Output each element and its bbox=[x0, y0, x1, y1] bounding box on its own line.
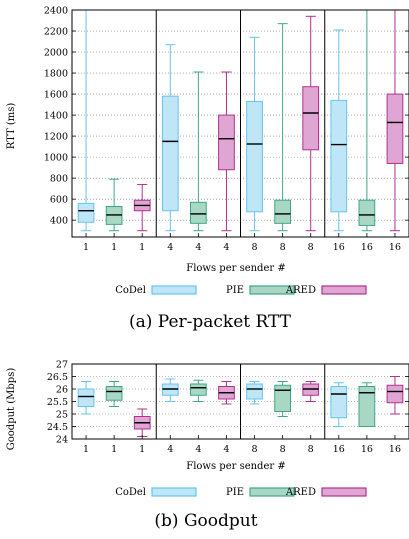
goodput-chart: 24 24.525 25.526 26.527 1 1 1 4 4 4 8 8 8 16 16 16 bbox=[47, 360, 409, 455]
goodput-legend-swatch-codel bbox=[151, 487, 197, 497]
goodput-legend-swatch-ared bbox=[321, 487, 367, 497]
goodput-caption: (b) Goodput bbox=[154, 511, 257, 531]
rtt-box-pie bbox=[274, 199, 291, 224]
rtt-box-codel bbox=[161, 95, 179, 212]
rtt-ytick-label: 2200 bbox=[44, 27, 68, 38]
goodput-xtick-label: 1 bbox=[111, 444, 117, 455]
goodput-box-pie bbox=[105, 386, 123, 401]
rtt-ytick-label: 1800 bbox=[44, 69, 68, 80]
rtt-legend-swatch-pie bbox=[249, 285, 295, 295]
goodput-legend: CoDel PIE ARED bbox=[115, 487, 367, 498]
goodput-xtick-label: 16 bbox=[389, 444, 401, 455]
goodput-ytick-label: 27 bbox=[56, 360, 68, 371]
rtt-xtick-label: 1 bbox=[111, 242, 117, 253]
rtt-box-codel bbox=[77, 202, 95, 223]
rtt-ytick-label: 1400 bbox=[44, 111, 68, 122]
goodput-legend-label-ared: ARED bbox=[285, 487, 316, 498]
goodput-xtick-label: 16 bbox=[333, 444, 345, 455]
goodput-xlabel: Flows per sender # bbox=[186, 461, 285, 472]
goodput-box-codel bbox=[246, 383, 263, 400]
rtt-box-ared bbox=[218, 114, 235, 171]
goodput-ytick-label: 25 bbox=[56, 410, 68, 421]
goodput-ytick-label: 25.5 bbox=[47, 397, 68, 408]
rtt-xtick-label: 16 bbox=[361, 242, 373, 253]
rtt-plot-frame bbox=[71, 9, 409, 238]
goodput-xtick-label: 4 bbox=[223, 444, 229, 455]
rtt-chart: 400 600 800 1000 1200 1400 1600 1800 2000 2200 240… bbox=[44, 6, 409, 253]
goodput-xtick-label: 1 bbox=[83, 444, 89, 455]
rtt-legend-label-ared: ARED bbox=[285, 285, 316, 296]
goodput-xtick-label: 4 bbox=[167, 444, 173, 455]
goodput-xtick-label: 8 bbox=[252, 444, 258, 455]
rtt-xtick-label: 4 bbox=[167, 242, 173, 253]
goodput-plot-frame bbox=[71, 363, 409, 440]
goodput-xtick-label: 4 bbox=[195, 444, 201, 455]
rtt-box-pie bbox=[358, 199, 376, 226]
rtt-legend-swatch-ared bbox=[321, 285, 367, 295]
rtt-ytick-label: 600 bbox=[50, 195, 68, 206]
goodput-legend-label-pie: PIE bbox=[226, 487, 244, 498]
rtt-ytick-label: 400 bbox=[50, 216, 68, 227]
goodput-xtick-label: 16 bbox=[361, 444, 373, 455]
rtt-xtick-label: 4 bbox=[195, 242, 201, 253]
rtt-ytick-label: 1000 bbox=[44, 153, 68, 164]
rtt-xtick-label: 8 bbox=[280, 242, 286, 253]
rtt-xlabel: Flows per sender # bbox=[186, 263, 285, 274]
rtt-xtick-label: 8 bbox=[252, 242, 258, 253]
rtt-xtick-label: 4 bbox=[223, 242, 229, 253]
goodput-box-pie bbox=[358, 386, 376, 427]
rtt-box-ared bbox=[302, 86, 320, 151]
goodput-ylabel: Goodput (Mbps) bbox=[6, 368, 17, 451]
goodput-ytick-label: 24.5 bbox=[47, 422, 68, 433]
goodput-box-ared bbox=[386, 384, 404, 404]
goodput-box-codel bbox=[330, 386, 348, 419]
rtt-ytick-label: 1200 bbox=[44, 132, 68, 143]
rtt-ytick-label: 2000 bbox=[44, 48, 68, 59]
rtt-ytick-label: 1600 bbox=[44, 90, 68, 101]
rtt-box-pie bbox=[190, 201, 207, 224]
rtt-ytick-label: 800 bbox=[50, 174, 68, 185]
rtt-box-codel bbox=[246, 100, 263, 213]
rtt-legend: CoDel PIE ARED bbox=[115, 285, 367, 296]
goodput-xtick-label: 1 bbox=[139, 444, 145, 455]
goodput-ytick-label: 24 bbox=[56, 435, 68, 446]
rtt-ylabel: RTT (ms) bbox=[6, 103, 17, 150]
rtt-legend-label-pie: PIE bbox=[226, 285, 244, 296]
goodput-xtick-label: 8 bbox=[308, 444, 314, 455]
goodput-box-codel bbox=[77, 388, 95, 407]
goodput-legend-swatch-pie bbox=[249, 487, 295, 497]
rtt-xtick-label: 16 bbox=[389, 242, 401, 253]
goodput-legend-label-codel: CoDel bbox=[115, 487, 146, 498]
goodput-ytick-label: 26 bbox=[56, 385, 68, 396]
rtt-ytick-label: 2400 bbox=[44, 6, 68, 17]
goodput-box-pie bbox=[190, 383, 207, 396]
goodput-xtick-label: 8 bbox=[280, 444, 286, 455]
rtt-xtick-label: 1 bbox=[83, 242, 89, 253]
rtt-xtick-label: 16 bbox=[333, 242, 345, 253]
rtt-xtick-label: 8 bbox=[308, 242, 314, 253]
rtt-box-ared bbox=[386, 93, 404, 164]
rtt-legend-swatch-codel bbox=[151, 285, 197, 295]
rtt-box-codel bbox=[330, 99, 348, 213]
goodput-ytick-label: 26.5 bbox=[47, 372, 68, 383]
rtt-legend-label-codel: CoDel bbox=[115, 285, 146, 296]
rtt-xtick-label: 1 bbox=[139, 242, 145, 253]
goodput-box-pie bbox=[274, 384, 291, 412]
rtt-caption: (a) Per-packet RTT bbox=[129, 312, 292, 332]
